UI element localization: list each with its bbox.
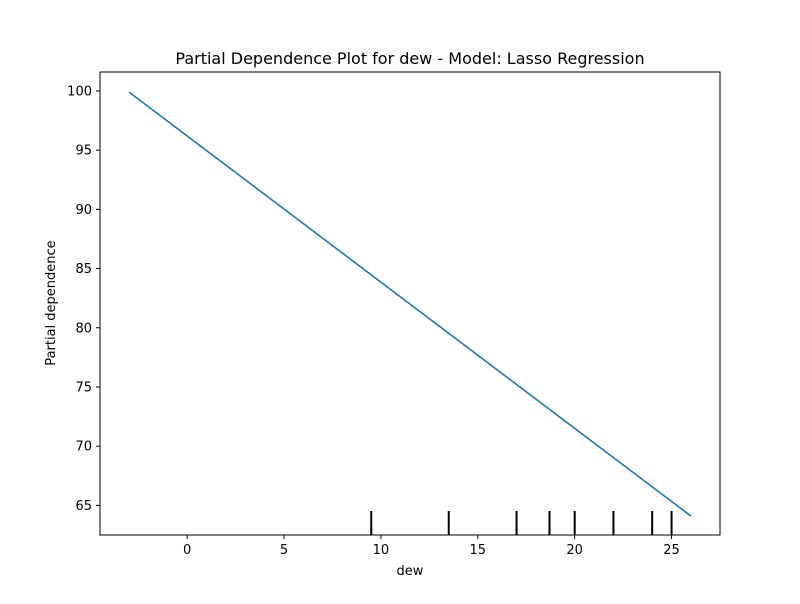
chart-title: Partial Dependence Plot for dew - Model:… <box>175 49 644 68</box>
series-line-0 <box>128 91 692 517</box>
y-tick-label-70: 70 <box>75 440 92 455</box>
axes-frame <box>99 71 721 536</box>
x-axis-label: dew <box>397 564 424 579</box>
y-tick-label-75: 75 <box>75 380 92 395</box>
y-tick-label-100: 100 <box>67 84 92 99</box>
x-tick-label-0: 0 <box>183 543 191 558</box>
y-tick-label-85: 85 <box>75 262 92 277</box>
axes: 0 5 10 15 20 25 65 70 75 80 85 90 95 100 <box>67 71 721 558</box>
x-tick-label-10: 10 <box>373 543 390 558</box>
y-tick-label-95: 95 <box>75 144 92 159</box>
y-tick-label-90: 90 <box>75 203 92 218</box>
y-tick-label-80: 80 <box>75 321 92 336</box>
plot-area <box>128 91 692 535</box>
x-tick-label-15: 15 <box>470 543 487 558</box>
y-tick-label-65: 65 <box>75 499 92 514</box>
y-axis-label: Partial dependence <box>44 240 59 365</box>
x-tick-label-20: 20 <box>566 543 583 558</box>
x-tick-label-25: 25 <box>663 543 680 558</box>
x-tick-label-5: 5 <box>280 543 288 558</box>
